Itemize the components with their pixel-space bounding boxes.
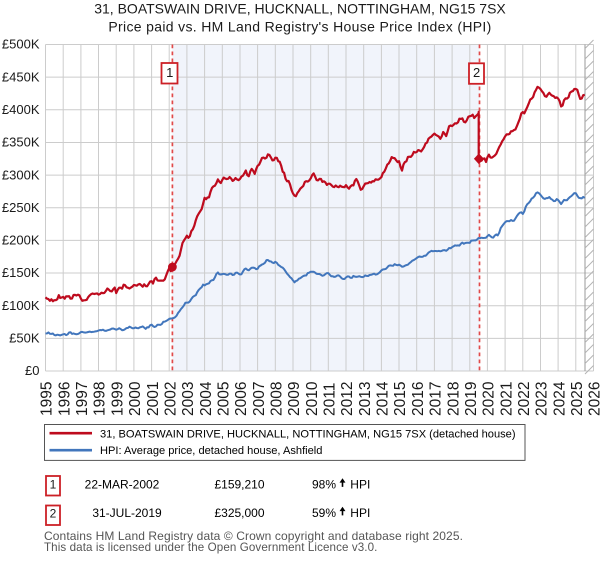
- svg-text:2006: 2006: [233, 382, 250, 416]
- svg-text:2003: 2003: [180, 382, 197, 416]
- svg-text:£350K: £350K: [2, 135, 40, 150]
- svg-text:2017: 2017: [428, 382, 445, 416]
- svg-text:2012: 2012: [339, 382, 356, 416]
- svg-text:1: 1: [166, 65, 173, 80]
- svg-text:£400K: £400K: [2, 102, 40, 117]
- svg-text:2009: 2009: [286, 382, 303, 416]
- svg-text:2014: 2014: [375, 381, 392, 416]
- svg-text:2022: 2022: [516, 382, 533, 416]
- svg-text:£500K: £500K: [2, 37, 40, 52]
- svg-text:2026: 2026: [587, 382, 600, 416]
- svg-text:£0: £0: [25, 363, 39, 378]
- svg-text:HPI: HPI: [350, 478, 370, 492]
- svg-text:£150K: £150K: [2, 265, 40, 280]
- svg-text:31, BOATSWAIN DRIVE, HUCKNALL,: 31, BOATSWAIN DRIVE, HUCKNALL, NOTTINGHA…: [100, 428, 516, 440]
- svg-text:£450K: £450K: [2, 69, 40, 84]
- svg-text:Contains HM Land Registry data: Contains HM Land Registry data © Crown c…: [44, 529, 463, 543]
- svg-text:1995: 1995: [39, 382, 56, 416]
- svg-text:£325,000: £325,000: [214, 506, 264, 520]
- svg-text:£159,210: £159,210: [214, 478, 264, 492]
- svg-text:2021: 2021: [498, 382, 515, 416]
- svg-text:1: 1: [50, 478, 57, 492]
- svg-text:£250K: £250K: [2, 200, 40, 215]
- svg-text:31, BOATSWAIN DRIVE, HUCKNALL,: 31, BOATSWAIN DRIVE, HUCKNALL, NOTTINGHA…: [94, 1, 506, 17]
- svg-text:2004: 2004: [198, 381, 215, 416]
- svg-text:2013: 2013: [357, 382, 374, 416]
- svg-text:2: 2: [50, 507, 57, 521]
- svg-text:2008: 2008: [269, 382, 286, 416]
- svg-text:2024: 2024: [551, 381, 568, 416]
- svg-text:2023: 2023: [534, 382, 551, 416]
- svg-text:£300K: £300K: [2, 167, 40, 182]
- svg-text:2005: 2005: [216, 382, 233, 416]
- svg-text:31-JUL-2019: 31-JUL-2019: [92, 506, 162, 520]
- svg-text:2019: 2019: [463, 382, 480, 416]
- svg-text:This data is licensed under th: This data is licensed under the Open Gov…: [44, 541, 378, 554]
- svg-text:1997: 1997: [74, 382, 91, 416]
- svg-text:1999: 1999: [109, 382, 126, 416]
- svg-text:2007: 2007: [251, 382, 268, 416]
- svg-text:2010: 2010: [304, 381, 321, 416]
- svg-text:2020: 2020: [481, 381, 498, 416]
- svg-text:2011: 2011: [322, 383, 339, 416]
- svg-text:£200K: £200K: [2, 233, 40, 248]
- svg-text:98%: 98%: [312, 478, 336, 492]
- svg-text:HPI: Average price, detached h: HPI: Average price, detached house, Ashf…: [100, 445, 322, 457]
- svg-text:HPI: HPI: [350, 506, 370, 520]
- svg-text:2015: 2015: [392, 382, 409, 416]
- svg-text:2002: 2002: [162, 382, 179, 416]
- svg-text:£50K: £50K: [9, 331, 40, 346]
- svg-text:1998: 1998: [92, 382, 109, 416]
- svg-text:£100K: £100K: [2, 298, 40, 313]
- svg-text:2016: 2016: [410, 382, 427, 416]
- svg-text:Price paid vs. HM Land Registr: Price paid vs. HM Land Registry's House …: [108, 19, 491, 35]
- svg-text:2018: 2018: [445, 382, 462, 416]
- svg-text:59%: 59%: [312, 506, 336, 520]
- svg-text:2001: 2001: [145, 382, 162, 416]
- svg-text:1996: 1996: [56, 382, 73, 416]
- svg-text:2025: 2025: [569, 382, 586, 416]
- svg-text:2000: 2000: [127, 381, 144, 416]
- svg-text:22-MAR-2002: 22-MAR-2002: [85, 478, 160, 492]
- svg-text:2: 2: [473, 65, 480, 80]
